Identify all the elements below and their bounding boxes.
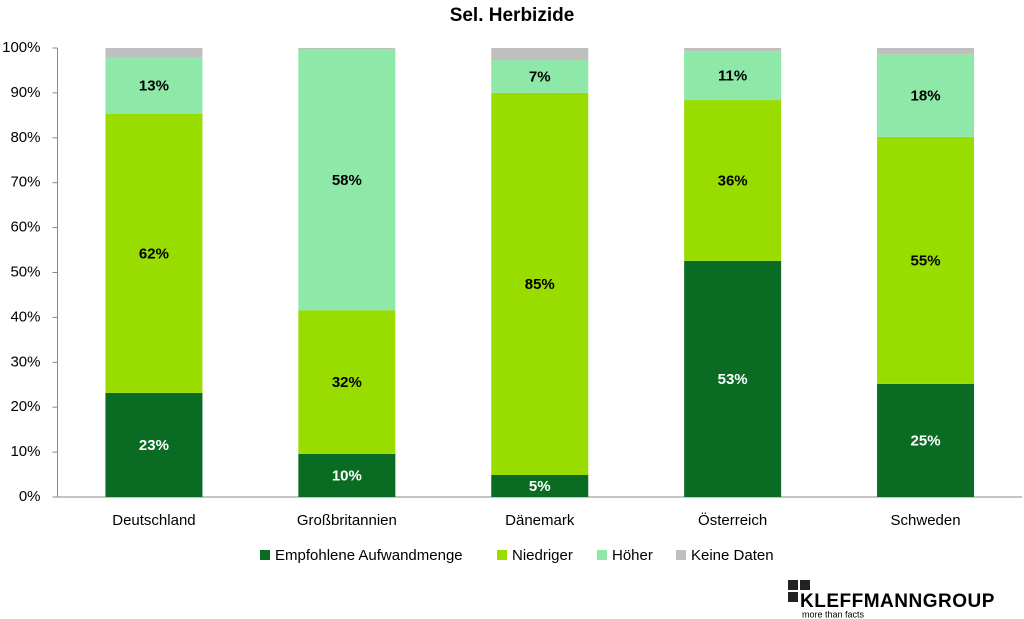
y-tick-label: 30% bbox=[10, 353, 40, 370]
logo-tagline: more than facts bbox=[802, 609, 865, 619]
bar-segment bbox=[877, 383, 975, 497]
y-tick-label: 50% bbox=[10, 263, 40, 280]
bar-segment bbox=[491, 474, 589, 497]
value-label: 53% bbox=[718, 371, 748, 388]
value-label: 36% bbox=[718, 172, 748, 189]
bar-segment bbox=[298, 49, 396, 311]
legend-label: Keine Daten bbox=[691, 547, 774, 564]
legend-label: Höher bbox=[612, 547, 653, 564]
value-label: 62% bbox=[139, 245, 169, 262]
bar-segment bbox=[684, 48, 782, 52]
x-tick-label: Großbritannien bbox=[297, 512, 397, 529]
x-tick-label: Österreich bbox=[698, 511, 767, 529]
x-tick-label: Deutschland bbox=[112, 512, 195, 529]
y-tick-label: 60% bbox=[10, 219, 40, 236]
logo-name: KLEFFMANNGROUP bbox=[800, 591, 995, 612]
legend-swatch bbox=[260, 550, 270, 560]
y-tick-label: 10% bbox=[10, 443, 40, 460]
bar-segment bbox=[105, 114, 203, 393]
logo-icon bbox=[788, 592, 798, 602]
bar-segment bbox=[105, 56, 203, 115]
legend-swatch bbox=[676, 550, 686, 560]
bar-segment bbox=[877, 136, 975, 384]
bar-segment bbox=[491, 92, 589, 475]
y-tick-label: 0% bbox=[19, 488, 41, 505]
y-tick-label: 70% bbox=[10, 174, 40, 191]
legend-swatch bbox=[497, 550, 507, 560]
value-label: 32% bbox=[332, 374, 362, 391]
value-label: 58% bbox=[332, 172, 362, 189]
y-tick-label: 100% bbox=[2, 39, 40, 56]
y-tick-label: 20% bbox=[10, 398, 40, 415]
value-label: 10% bbox=[332, 467, 362, 484]
value-label: 25% bbox=[911, 432, 941, 449]
bar-segment bbox=[298, 453, 396, 497]
y-tick-label: 80% bbox=[10, 129, 40, 146]
value-label: 13% bbox=[139, 77, 169, 94]
value-label: 18% bbox=[911, 88, 941, 105]
y-tick-label: 40% bbox=[10, 308, 40, 325]
bar-segment bbox=[877, 48, 975, 55]
bar-segment bbox=[491, 48, 589, 61]
bar-segment bbox=[105, 392, 203, 497]
value-label: 5% bbox=[529, 478, 551, 495]
y-tick-label: 90% bbox=[10, 84, 40, 101]
logo-icon bbox=[800, 580, 810, 590]
value-label: 55% bbox=[911, 252, 941, 269]
bar-segment bbox=[684, 100, 782, 261]
chart-title: Sel. Herbizide bbox=[450, 5, 575, 26]
legend-label: Niedriger bbox=[512, 547, 573, 564]
value-label: 11% bbox=[718, 68, 747, 85]
bar-segment bbox=[298, 310, 396, 454]
bar-segment bbox=[298, 48, 396, 50]
bar-segment bbox=[105, 48, 203, 57]
value-label: 23% bbox=[139, 437, 169, 454]
bar-segment bbox=[684, 260, 782, 497]
value-label: 85% bbox=[525, 276, 555, 293]
x-tick-label: Schweden bbox=[891, 512, 961, 529]
bar-segment bbox=[877, 54, 975, 137]
bar-segment bbox=[684, 51, 782, 101]
logo: KLEFFMANNGROUP more than facts bbox=[788, 580, 995, 619]
bar-segment bbox=[491, 60, 589, 93]
value-label: 7% bbox=[529, 68, 551, 85]
legend-swatch bbox=[597, 550, 607, 560]
logo-icon bbox=[788, 580, 798, 590]
legend-label: Empfohlene Aufwandmenge bbox=[275, 547, 463, 564]
x-tick-label: Dänemark bbox=[505, 512, 575, 529]
